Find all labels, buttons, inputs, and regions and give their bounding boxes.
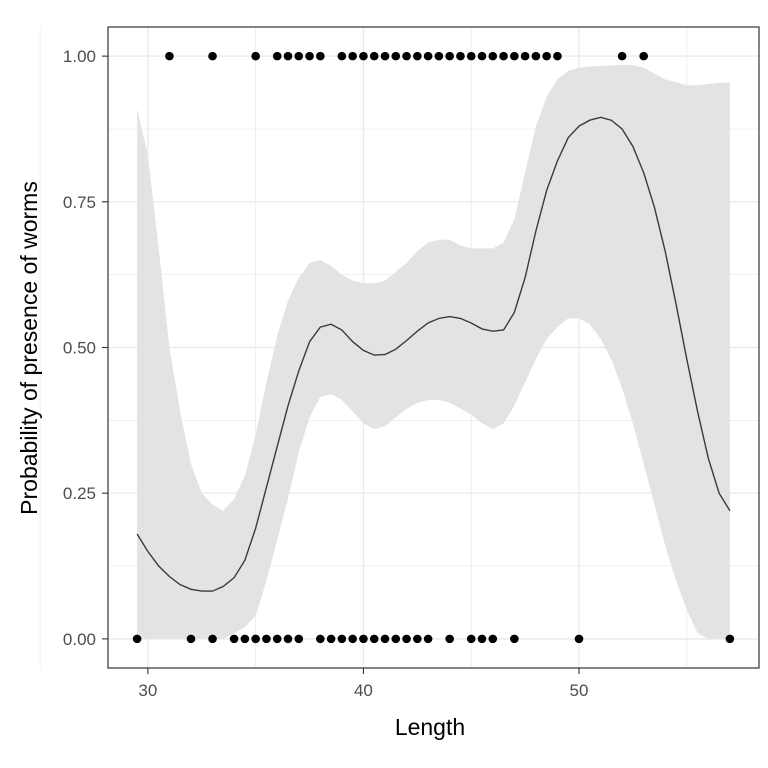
data-point-19 [326,634,336,644]
data-point-56 [617,51,627,61]
data-point-12 [283,51,293,61]
y-tick-label-4: 1.00 [63,47,96,66]
data-point-41 [456,51,465,61]
data-point-48 [499,51,508,61]
data-point-36 [423,51,433,61]
data-point-38 [434,51,444,61]
data-point-40 [445,634,454,644]
data-point-34 [413,51,422,61]
data-point-44 [477,51,487,61]
data-point-10 [272,51,282,61]
x-tick-label-1: 40 [354,681,373,700]
data-point-46 [488,51,498,61]
data-point-42 [466,51,476,61]
data-point-15 [294,634,304,644]
data-point-16 [305,51,314,61]
y-tick-label-2: 0.50 [63,339,96,358]
data-point-25 [359,634,368,644]
data-point-30 [391,51,401,61]
data-point-27 [369,634,379,644]
data-point-37 [423,634,433,644]
data-point-39 [445,51,454,61]
data-point-20 [337,51,347,61]
data-point-54 [553,51,562,61]
confidence-band [137,64,730,639]
data-point-1 [165,51,174,61]
y-axis-title: Probability of presence of worms [16,181,42,515]
data-point-47 [488,634,498,644]
x-tick-label-2: 50 [570,681,589,700]
data-point-26 [369,51,379,61]
data-point-35 [413,634,422,644]
data-point-7 [251,51,260,61]
data-points [132,51,735,644]
data-point-24 [359,51,368,61]
data-point-51 [520,51,530,61]
x-axis-title: Length [395,714,465,740]
data-point-50 [510,634,519,644]
data-point-9 [262,634,271,644]
data-point-5 [229,634,239,644]
data-point-33 [402,634,411,644]
data-point-4 [208,634,217,644]
data-point-11 [272,634,282,644]
y-axis-ticks: 0.00 0.25 0.50 0.75 1.00 [63,47,108,649]
data-point-22 [348,51,357,61]
data-point-14 [294,51,304,61]
data-point-13 [283,634,293,644]
data-point-45 [477,634,487,644]
data-point-32 [402,51,411,61]
data-point-21 [337,634,347,644]
data-point-43 [466,634,476,644]
x-axis-ticks: 30 40 50 [138,668,588,700]
data-point-31 [391,634,401,644]
x-tick-label-0: 30 [138,681,157,700]
data-point-18 [316,634,325,644]
data-point-52 [531,51,541,61]
data-point-49 [510,51,519,61]
data-point-57 [639,51,648,61]
data-point-55 [574,634,584,644]
data-point-2 [186,634,196,644]
smoothed-fit-line [136,116,731,592]
y-tick-label-1: 0.25 [63,484,96,503]
data-point-8 [251,634,260,644]
data-point-28 [380,51,390,61]
data-point-17 [316,51,325,61]
data-point-6 [240,634,250,644]
y-tick-label-0: 0.00 [63,630,96,649]
data-point-0 [132,634,142,644]
data-point-3 [208,51,217,61]
data-point-58 [725,634,735,644]
y-tick-label-3: 0.75 [63,193,96,212]
data-point-53 [542,51,551,61]
data-point-23 [348,634,357,644]
data-point-29 [380,634,390,644]
